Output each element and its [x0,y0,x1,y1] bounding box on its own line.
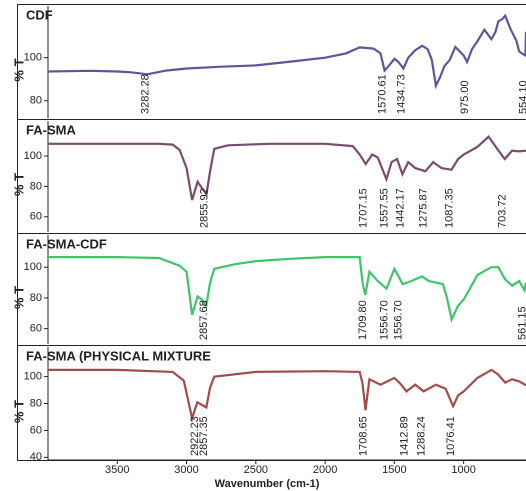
peak-label: 561.15 [516,306,526,340]
x-tick-label: 1000 [451,464,475,476]
y-tick-label: 80 [30,180,42,192]
peak-label: 1557.55 [378,188,390,228]
y-axis-label: % T [11,286,26,309]
peak-label: 2922.23 [189,416,201,456]
y-axis-label: % T [11,400,26,423]
panel-title: FA-SMA (PHYSICAL MIXTURE [26,348,211,363]
spectrum-line [47,13,526,90]
panel-title: CDF [26,7,53,22]
x-tick-label: 3500 [105,464,129,476]
x-axis-label: Wavenumber (cm-1) [215,478,320,490]
peak-label: 1570.61 [377,74,389,114]
x-tick-label: 2500 [244,464,268,476]
y-tick-label: 100 [24,261,42,273]
peak-label: 1709.80 [357,300,369,340]
frame [17,4,526,461]
peak-label: 554.10 [517,80,526,114]
y-tick-label: 60 [30,323,42,335]
y-tick-label: 100 [24,150,42,162]
y-axis-label: % T [11,173,26,196]
peak-label: 1556.70 [392,300,404,340]
y-tick-label: 80 [30,397,42,409]
y-tick-label: 80 [30,95,42,107]
peak-label: 2857.35 [198,416,210,456]
spectrum-line [48,256,526,323]
peak-label: 2855.92 [198,188,210,228]
peak-label: 975.00 [459,80,471,114]
panel-title: FA-SMA [26,122,76,137]
peak-label: 1707.15 [358,188,370,228]
peak-label: 3282.28 [139,74,151,114]
y-tick-label: 60 [30,211,42,223]
y-tick-label: 100 [24,52,42,64]
y-tick-label: 80 [30,292,42,304]
x-tick-label: 2000 [313,464,337,476]
y-tick-label: 100 [24,371,42,383]
spectrum-line [48,135,526,201]
panel-title: FA-SMA-CDF [26,236,107,251]
spectrum-line [48,368,526,423]
peak-label: 1556.70 [378,300,390,340]
x-tick-label: 3000 [174,464,198,476]
y-tick-label: 60 [30,424,42,436]
peak-label: 1442.17 [394,188,406,228]
peak-label: 2857.68 [198,300,210,340]
peak-label: 1412.89 [398,416,410,456]
x-tick-label: 1500 [382,464,406,476]
peak-label: 1087.35 [443,188,455,228]
peak-label: 1288.24 [416,416,428,456]
y-tick-label: 40 [30,451,42,463]
peak-label: 1076.41 [445,416,457,456]
peak-label: 1708.65 [357,416,369,456]
peak-label: 703.72 [497,194,509,228]
peak-label: 1434.73 [395,74,407,114]
peak-label: 1275.87 [417,188,429,228]
y-axis-label: % T [11,58,26,81]
